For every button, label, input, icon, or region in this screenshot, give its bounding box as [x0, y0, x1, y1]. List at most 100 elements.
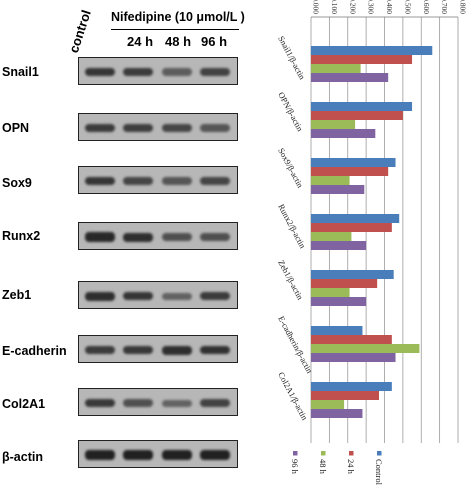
row-label-zeb1: Zeb1 [2, 288, 32, 302]
tick-label: 0.100 [330, 0, 339, 14]
legend-label: Control [374, 459, 384, 486]
row-label-beta-actin: β-actin [2, 450, 43, 464]
bar-48-h [311, 232, 352, 241]
header-time-24h: 24 h [127, 34, 154, 49]
blot-band [123, 399, 153, 407]
bar-96-h [311, 73, 389, 82]
blot-band [200, 291, 230, 301]
bar-24-h [311, 279, 378, 288]
bar-48-h [311, 176, 350, 185]
tick-label: 0.000 [312, 0, 321, 14]
blot-band [85, 291, 115, 301]
bar-96-h [311, 129, 376, 138]
bar-24-h [311, 111, 403, 120]
legend-label: 48 h [318, 459, 328, 475]
bar-24-h [311, 167, 389, 176]
bar-chart: 0.000 0.100 0.200 0.300 0.400 0.500 0.600 0.700… [276, 0, 468, 486]
tick-label: 0.400 [385, 0, 394, 14]
blot-band [85, 398, 115, 408]
blot-strip-e-cadherin [78, 335, 238, 363]
category-label: Runx2/β-actin [276, 202, 308, 250]
bar-chart-panel: 0.000 0.100 0.200 0.300 0.400 0.500 0.600 0.700… [250, 0, 474, 488]
blot-band [162, 233, 192, 241]
blot-band [200, 67, 230, 77]
tick-label: 0.500 [403, 0, 412, 14]
blot-band [162, 68, 192, 76]
tick-label: 0.600 [422, 0, 431, 14]
blot-band [162, 292, 192, 300]
blot-band [123, 123, 153, 133]
header-time-48h: 48 h [165, 34, 192, 49]
row-label-col2a1: Col2A1 [2, 397, 46, 411]
blot-band [162, 177, 192, 185]
blot-band [85, 123, 115, 133]
blot-band [123, 450, 153, 460]
bar-96-h [311, 241, 367, 250]
tick-label: 0.300 [367, 0, 376, 14]
category-label: Col2A1/β-actin [276, 370, 310, 422]
legend-swatch [321, 451, 326, 456]
blot-band [200, 233, 230, 241]
blot-band [200, 345, 230, 355]
blot-band [85, 232, 115, 242]
header-treatment: Nifedipine (10 μmol/L ) [111, 10, 245, 24]
bar-control [311, 46, 433, 55]
row-label-opn: OPN [2, 121, 30, 135]
tick-label: 0.200 [348, 0, 357, 14]
bar-24-h [311, 391, 379, 400]
blot-band [162, 399, 192, 407]
bar-96-h [311, 409, 363, 418]
category-label: E-cadherin/β-actin [276, 314, 315, 375]
category-label: Sox9/β-actin [276, 146, 306, 190]
blot-band [85, 176, 115, 186]
legend-swatch [349, 451, 354, 456]
blot-band [123, 176, 153, 185]
bar-control [311, 326, 363, 335]
bar-96-h [311, 185, 365, 194]
legend-label: 96 h [290, 459, 300, 475]
bar-48-h [311, 344, 420, 353]
blot-band [162, 345, 192, 355]
bar-96-h [311, 353, 396, 362]
blot-strip-opn [78, 113, 238, 141]
header-underline [111, 29, 239, 30]
bar-48-h [311, 120, 356, 129]
blot-strip-runx2 [78, 222, 238, 250]
blot-band [123, 345, 153, 355]
blot-band [200, 450, 230, 460]
category-label: OPN/β-actin [276, 90, 305, 133]
blot-strip-snail1 [78, 57, 238, 85]
category-label: Zeb1/β-actin [276, 258, 306, 302]
legend-label: 24 h [346, 459, 356, 475]
bar-48-h [311, 288, 350, 297]
blot-band [85, 345, 115, 355]
legend-swatch [293, 451, 298, 456]
row-label-sox9: Sox9 [2, 176, 32, 190]
blot-strip-col2a1 [78, 388, 238, 416]
category-label: Snail1/β-actin [276, 34, 308, 82]
bar-control [311, 270, 394, 279]
blot-strip-beta-actin [78, 440, 238, 468]
blot-band [123, 232, 153, 242]
blot-band [85, 67, 115, 77]
blot-strip-sox9 [78, 166, 238, 194]
row-label-snail1: Snail1 [2, 65, 39, 79]
blot-band [162, 123, 192, 132]
blot-band [162, 450, 192, 460]
legend-swatch [377, 451, 382, 456]
bar-48-h [311, 64, 361, 73]
blot-band [123, 67, 153, 77]
bar-24-h [311, 335, 392, 344]
blot-band [200, 124, 230, 132]
blot-band [123, 291, 153, 301]
header-control: control [66, 8, 94, 55]
tick-label: 0.800 [459, 0, 468, 14]
western-blot-panel: control Nifedipine (10 μmol/L ) 24 h 48 … [2, 8, 245, 468]
tick-label: 0.700 [440, 0, 449, 14]
header-time-96h: 96 h [201, 34, 228, 49]
bar-control [311, 382, 392, 391]
bar-control [311, 102, 413, 111]
bar-96-h [311, 297, 367, 306]
bar-control [311, 214, 400, 223]
bar-control [311, 158, 396, 167]
